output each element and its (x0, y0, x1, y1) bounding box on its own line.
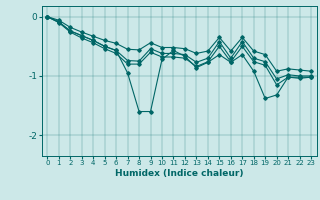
X-axis label: Humidex (Indice chaleur): Humidex (Indice chaleur) (115, 169, 244, 178)
